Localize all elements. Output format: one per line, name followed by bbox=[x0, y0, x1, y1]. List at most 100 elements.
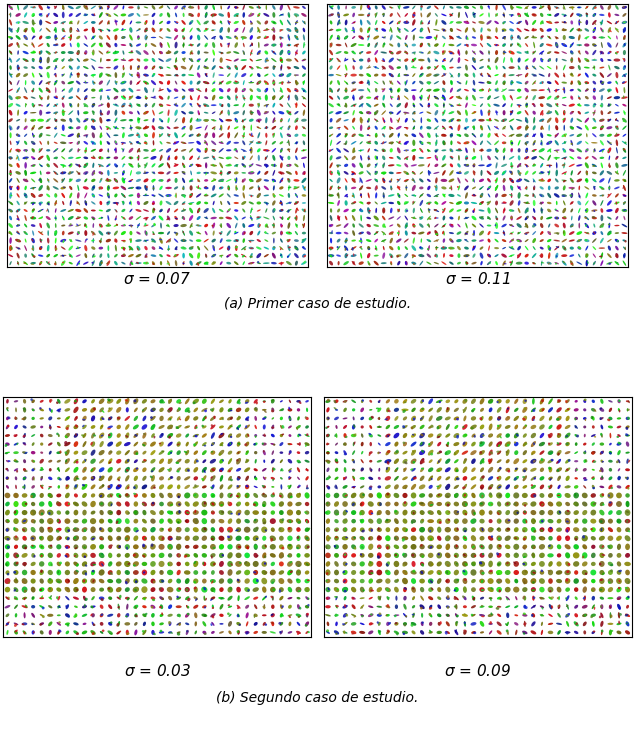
Ellipse shape bbox=[183, 208, 185, 211]
Ellipse shape bbox=[592, 126, 597, 129]
Ellipse shape bbox=[518, 246, 521, 250]
Ellipse shape bbox=[583, 468, 587, 472]
Ellipse shape bbox=[547, 262, 552, 265]
Ellipse shape bbox=[245, 433, 249, 437]
Ellipse shape bbox=[271, 596, 273, 598]
Ellipse shape bbox=[196, 88, 201, 92]
Ellipse shape bbox=[427, 96, 429, 99]
Ellipse shape bbox=[54, 193, 57, 198]
Ellipse shape bbox=[548, 443, 551, 445]
Ellipse shape bbox=[437, 526, 441, 533]
Ellipse shape bbox=[152, 200, 155, 205]
Ellipse shape bbox=[108, 475, 112, 481]
Ellipse shape bbox=[443, 80, 445, 85]
Ellipse shape bbox=[446, 571, 448, 574]
Ellipse shape bbox=[227, 208, 231, 213]
Ellipse shape bbox=[128, 563, 130, 565]
Ellipse shape bbox=[116, 407, 121, 413]
Ellipse shape bbox=[489, 118, 491, 121]
Ellipse shape bbox=[488, 606, 493, 608]
Ellipse shape bbox=[505, 528, 511, 532]
Ellipse shape bbox=[436, 133, 438, 138]
Ellipse shape bbox=[177, 553, 181, 558]
Ellipse shape bbox=[234, 148, 237, 151]
Ellipse shape bbox=[465, 222, 467, 228]
Ellipse shape bbox=[82, 484, 88, 490]
Ellipse shape bbox=[420, 5, 423, 7]
Ellipse shape bbox=[412, 450, 415, 453]
Ellipse shape bbox=[420, 544, 423, 547]
Ellipse shape bbox=[175, 81, 177, 85]
Ellipse shape bbox=[608, 51, 612, 54]
Ellipse shape bbox=[257, 13, 260, 17]
Ellipse shape bbox=[566, 631, 568, 634]
Ellipse shape bbox=[337, 217, 340, 219]
Ellipse shape bbox=[30, 187, 36, 189]
Ellipse shape bbox=[435, 13, 438, 17]
Ellipse shape bbox=[236, 502, 241, 507]
Ellipse shape bbox=[359, 103, 364, 107]
Ellipse shape bbox=[359, 561, 365, 566]
Ellipse shape bbox=[264, 254, 269, 257]
Ellipse shape bbox=[616, 139, 618, 146]
Ellipse shape bbox=[83, 536, 87, 540]
Ellipse shape bbox=[9, 216, 12, 220]
Ellipse shape bbox=[167, 570, 173, 575]
Ellipse shape bbox=[165, 187, 172, 189]
Ellipse shape bbox=[244, 570, 250, 575]
Ellipse shape bbox=[253, 535, 258, 541]
Ellipse shape bbox=[229, 399, 232, 403]
Ellipse shape bbox=[32, 476, 34, 480]
Ellipse shape bbox=[39, 518, 44, 523]
Ellipse shape bbox=[624, 240, 627, 243]
Ellipse shape bbox=[561, 51, 567, 54]
Ellipse shape bbox=[107, 193, 109, 196]
Ellipse shape bbox=[585, 6, 589, 9]
Ellipse shape bbox=[65, 435, 68, 438]
Ellipse shape bbox=[271, 58, 277, 62]
Ellipse shape bbox=[450, 149, 453, 152]
Ellipse shape bbox=[593, 109, 596, 116]
Ellipse shape bbox=[187, 613, 189, 615]
Ellipse shape bbox=[8, 200, 13, 206]
Ellipse shape bbox=[170, 426, 173, 429]
Ellipse shape bbox=[144, 35, 147, 40]
Ellipse shape bbox=[177, 527, 179, 530]
Ellipse shape bbox=[563, 65, 566, 71]
Ellipse shape bbox=[60, 171, 66, 174]
Ellipse shape bbox=[196, 239, 201, 242]
Ellipse shape bbox=[74, 570, 78, 575]
Ellipse shape bbox=[144, 141, 147, 145]
Ellipse shape bbox=[190, 52, 193, 55]
Ellipse shape bbox=[236, 164, 237, 167]
Ellipse shape bbox=[64, 441, 67, 444]
Ellipse shape bbox=[83, 416, 86, 421]
Ellipse shape bbox=[281, 64, 283, 71]
Ellipse shape bbox=[487, 179, 491, 182]
Ellipse shape bbox=[427, 81, 431, 84]
Ellipse shape bbox=[434, 66, 437, 69]
Ellipse shape bbox=[497, 544, 502, 550]
Ellipse shape bbox=[48, 605, 53, 609]
Ellipse shape bbox=[419, 494, 425, 498]
Ellipse shape bbox=[30, 96, 36, 98]
Ellipse shape bbox=[152, 171, 156, 174]
Ellipse shape bbox=[329, 224, 333, 227]
Ellipse shape bbox=[145, 97, 148, 99]
Ellipse shape bbox=[458, 50, 460, 56]
Ellipse shape bbox=[600, 612, 603, 618]
Ellipse shape bbox=[464, 164, 469, 167]
Ellipse shape bbox=[271, 477, 275, 480]
Ellipse shape bbox=[14, 631, 18, 634]
Ellipse shape bbox=[539, 408, 545, 412]
Ellipse shape bbox=[167, 195, 169, 197]
Ellipse shape bbox=[375, 136, 378, 137]
Ellipse shape bbox=[123, 65, 124, 70]
Ellipse shape bbox=[487, 95, 491, 100]
Ellipse shape bbox=[436, 631, 442, 634]
Ellipse shape bbox=[265, 208, 267, 213]
Ellipse shape bbox=[625, 510, 631, 516]
Ellipse shape bbox=[230, 436, 232, 438]
Ellipse shape bbox=[91, 43, 96, 47]
Ellipse shape bbox=[212, 81, 215, 85]
